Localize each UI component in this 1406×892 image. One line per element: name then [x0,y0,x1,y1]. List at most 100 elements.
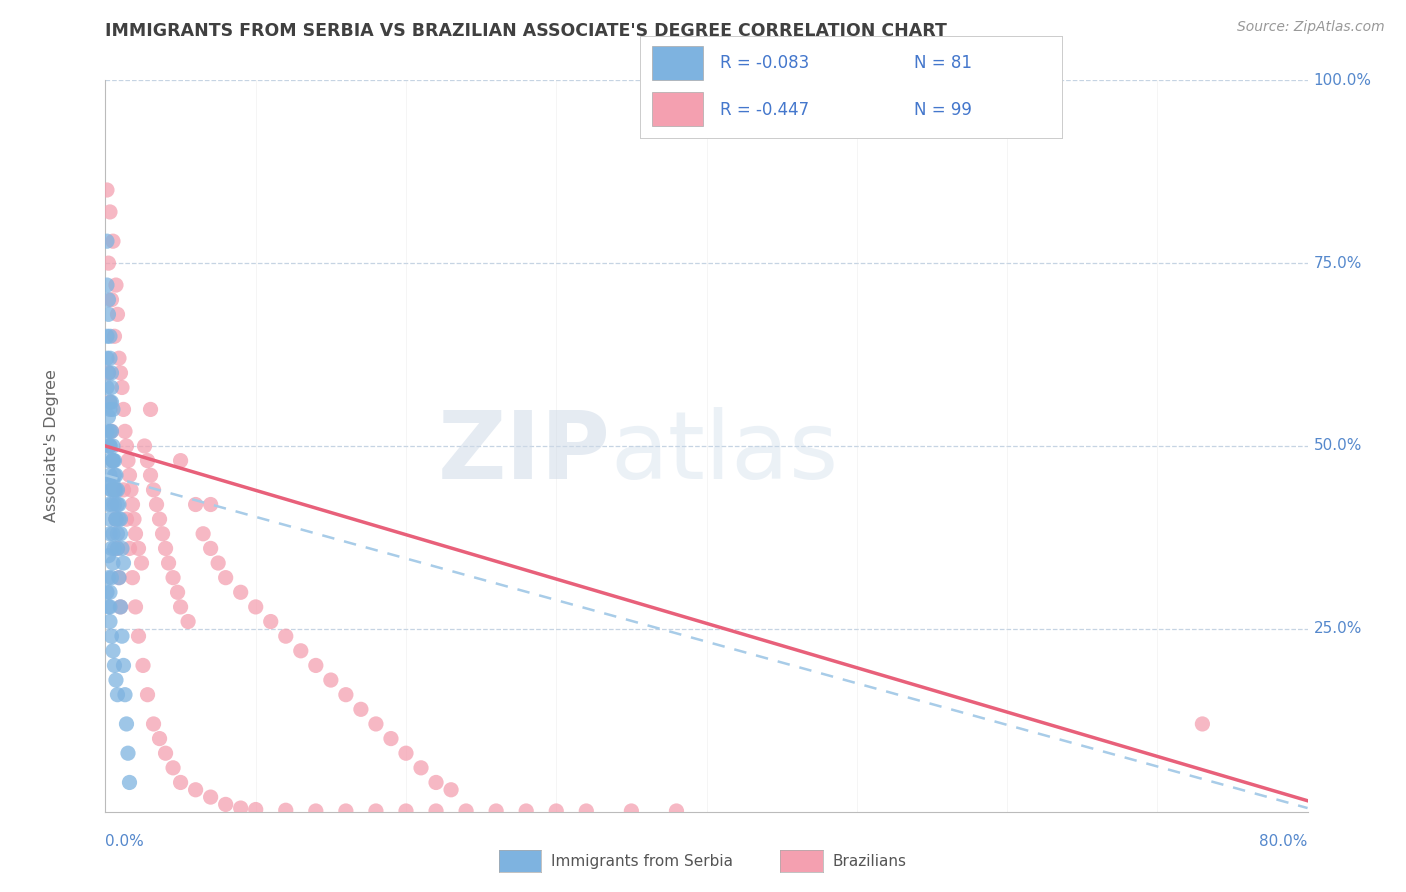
Point [104,468,127,483]
Point [177,615,200,629]
Text: 75.0%: 75.0% [1313,256,1362,270]
Point [166,585,188,599]
Point [97,498,120,512]
Point [229,801,252,815]
Point [145,498,167,512]
Point [100,629,122,643]
Point [101,526,124,541]
Point [107,498,129,512]
Point [139,402,162,417]
Point [395,746,418,760]
Point [118,775,141,789]
Point [97,549,120,563]
Bar [652,92,703,126]
Point [485,804,508,818]
Point [108,498,131,512]
Point [546,804,568,818]
Point [101,556,124,570]
Text: N = 99: N = 99 [914,101,972,119]
Point [335,688,357,702]
Point [115,439,138,453]
Point [120,483,142,497]
Text: 50.0%: 50.0% [1313,439,1362,453]
Point [100,571,122,585]
Point [97,571,120,585]
Point [139,468,162,483]
Point [96,234,118,248]
Point [200,498,222,512]
Point [108,512,131,526]
Point [101,234,124,248]
Point [157,556,180,570]
Point [104,483,127,497]
Point [103,483,125,497]
Point [100,380,122,394]
Point [319,673,342,687]
Point [114,425,136,439]
Point [136,688,159,702]
Point [155,746,177,760]
Point [101,402,124,417]
Point [440,782,463,797]
Point [305,804,328,818]
Point [128,629,150,643]
Point [214,571,236,585]
Point [100,293,122,307]
Point [335,804,357,818]
Point [148,731,170,746]
Point [107,526,129,541]
Point [101,453,124,467]
Point [200,541,222,556]
Text: Immigrants from Serbia: Immigrants from Serbia [551,855,733,869]
Point [104,278,127,293]
Text: 80.0%: 80.0% [1260,834,1308,848]
Point [98,585,121,599]
Text: R = -0.447: R = -0.447 [720,101,808,119]
Point [169,775,191,789]
Bar [652,45,703,79]
Point [107,688,129,702]
Point [96,278,118,293]
Point [111,629,134,643]
Point [107,541,129,556]
Point [112,402,135,417]
Point [104,673,127,687]
Text: IMMIGRANTS FROM SERBIA VS BRAZILIAN ASSOCIATE'S DEGREE CORRELATION CHART: IMMIGRANTS FROM SERBIA VS BRAZILIAN ASSO… [105,22,948,40]
Point [98,439,121,453]
Point [112,658,135,673]
Point [101,453,124,467]
Point [97,366,120,380]
Point [290,644,312,658]
Text: 25.0%: 25.0% [1313,622,1362,636]
Point [111,380,134,394]
Point [115,512,138,526]
Point [98,468,121,483]
Point [104,512,127,526]
Point [103,541,125,556]
Point [103,498,125,512]
Point [100,425,122,439]
Text: 0.0%: 0.0% [105,834,145,848]
Point [97,439,120,453]
Point [395,804,418,818]
Point [665,804,688,818]
Point [162,571,184,585]
Point [117,453,139,467]
Point [103,468,125,483]
Point [100,483,122,497]
Point [305,658,328,673]
Point [184,498,207,512]
Point [184,782,207,797]
Point [274,803,297,817]
Point [152,526,174,541]
Point [142,717,165,731]
Point [148,512,170,526]
Point [108,351,131,366]
Point [96,585,118,599]
Point [98,402,121,417]
Point [214,797,236,812]
Point [128,541,150,556]
Point [98,329,121,343]
Point [124,599,146,614]
Point [98,205,121,219]
